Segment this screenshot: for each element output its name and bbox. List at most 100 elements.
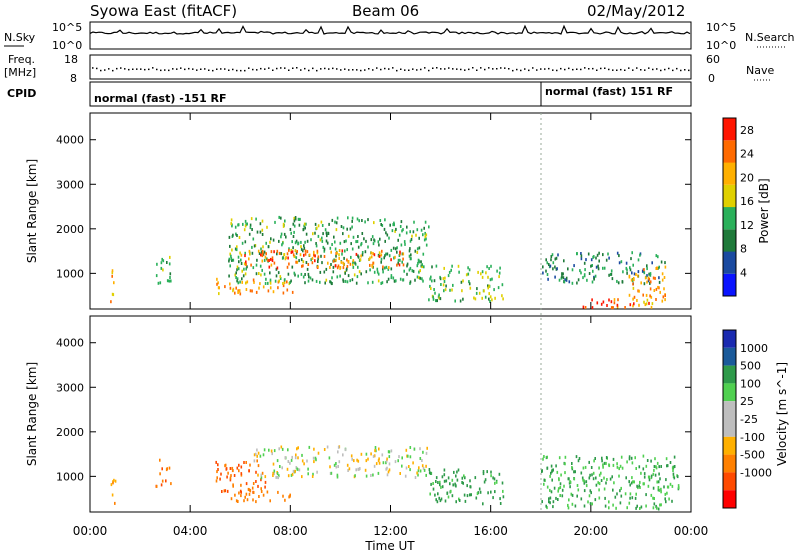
echo-cell bbox=[253, 459, 256, 463]
echo-cell bbox=[281, 447, 284, 451]
echo-cell bbox=[467, 266, 469, 270]
echo-cell bbox=[404, 474, 407, 478]
echo-cell bbox=[610, 300, 613, 304]
echo-cell bbox=[365, 459, 368, 463]
echo-cell bbox=[350, 255, 352, 259]
echo-cell bbox=[630, 278, 633, 282]
echo-cell bbox=[336, 266, 339, 270]
echo-cell bbox=[264, 480, 267, 484]
echo-cell bbox=[632, 480, 634, 484]
echo-cell bbox=[588, 476, 591, 480]
echo-cell bbox=[319, 238, 322, 242]
echo-cell bbox=[564, 471, 566, 475]
nave-dot bbox=[204, 68, 206, 70]
echo-cell bbox=[549, 496, 552, 500]
echo-cell bbox=[232, 233, 234, 237]
nave-dot bbox=[452, 68, 454, 70]
echo-cell bbox=[409, 468, 411, 472]
echo-cell bbox=[381, 453, 384, 457]
echo-cell bbox=[264, 255, 267, 259]
echo-cell bbox=[499, 502, 502, 505]
echo-cell bbox=[351, 216, 354, 220]
echo-cell bbox=[468, 282, 471, 286]
echo-cell bbox=[633, 302, 635, 306]
echo-cell bbox=[589, 473, 591, 477]
echo-cell bbox=[449, 482, 451, 486]
echo-cell bbox=[424, 231, 426, 235]
echo-cell bbox=[436, 299, 438, 303]
echo-cell bbox=[563, 280, 566, 284]
echo-cell bbox=[165, 479, 167, 483]
echo-cell bbox=[159, 472, 161, 476]
nave-dot bbox=[396, 69, 398, 72]
echo-cell bbox=[112, 481, 114, 485]
echo-cell bbox=[463, 474, 465, 478]
echo-cell bbox=[607, 252, 609, 256]
echo-cell bbox=[260, 487, 262, 491]
colorbar-frame bbox=[722, 329, 737, 509]
echo-cell bbox=[438, 293, 440, 297]
echo-cell bbox=[231, 466, 234, 470]
nave-dot bbox=[284, 67, 286, 69]
colorbar-tick-label: 12 bbox=[740, 219, 754, 232]
echo-cell bbox=[643, 268, 645, 272]
echo-cell bbox=[549, 501, 551, 505]
echo-cell bbox=[409, 247, 411, 251]
velocity-ylabel: Slant Range [km] bbox=[25, 362, 39, 466]
echo-cell bbox=[234, 493, 236, 497]
nave-dot bbox=[404, 69, 406, 71]
echo-cell bbox=[608, 464, 611, 468]
echo-cell bbox=[457, 468, 460, 472]
echo-cell bbox=[379, 219, 382, 222]
echo-cell bbox=[640, 281, 642, 285]
echo-cell bbox=[573, 470, 575, 474]
echo-cell bbox=[662, 295, 665, 299]
echo-cell bbox=[288, 247, 290, 251]
echo-cell bbox=[598, 488, 600, 492]
echo-cell bbox=[589, 489, 592, 493]
echo-cell bbox=[469, 479, 471, 483]
echo-cell bbox=[385, 231, 387, 235]
echo-cell bbox=[252, 498, 254, 502]
echo-cell bbox=[317, 451, 320, 455]
colorbar-swatch bbox=[723, 365, 736, 384]
echo-cell bbox=[582, 305, 585, 309]
x-tick-label: 12:00 bbox=[373, 524, 408, 538]
echo-cell bbox=[388, 468, 391, 472]
echo-cell bbox=[229, 252, 231, 256]
echo-cell bbox=[502, 495, 505, 499]
nave-dot bbox=[644, 69, 646, 71]
echo-cell bbox=[408, 254, 411, 258]
echo-cell bbox=[323, 247, 326, 251]
echo-cell bbox=[602, 463, 604, 467]
echo-cell bbox=[272, 238, 275, 242]
nsearch-tick-top: 10^5 bbox=[706, 21, 736, 34]
echo-cell bbox=[232, 469, 234, 472]
echo-cell bbox=[561, 488, 564, 492]
echo-cell bbox=[260, 473, 263, 477]
echo-cell bbox=[161, 257, 163, 261]
colorbar-tick-label: 28 bbox=[740, 124, 754, 137]
echo-cell bbox=[346, 280, 349, 284]
echo-cell bbox=[354, 261, 356, 265]
echo-cell bbox=[260, 250, 263, 254]
echo-cell bbox=[416, 264, 419, 268]
echo-cell bbox=[264, 282, 267, 285]
echo-cell bbox=[357, 265, 359, 269]
echo-cell bbox=[557, 498, 559, 501]
echo-cell bbox=[487, 491, 489, 495]
echo-cell bbox=[439, 277, 442, 281]
echo-cell bbox=[256, 448, 258, 452]
echo-cell bbox=[232, 289, 234, 293]
echo-cell bbox=[597, 481, 599, 485]
echo-cell bbox=[462, 297, 464, 301]
echo-cell bbox=[331, 243, 333, 246]
echo-cell bbox=[306, 459, 308, 463]
echo-cell bbox=[628, 457, 631, 461]
echo-cell bbox=[284, 456, 287, 460]
echo-cell bbox=[249, 489, 252, 493]
echo-cell bbox=[673, 465, 676, 468]
echo-cell bbox=[648, 272, 650, 276]
echo-cell bbox=[672, 469, 674, 472]
echo-cell bbox=[378, 243, 380, 247]
